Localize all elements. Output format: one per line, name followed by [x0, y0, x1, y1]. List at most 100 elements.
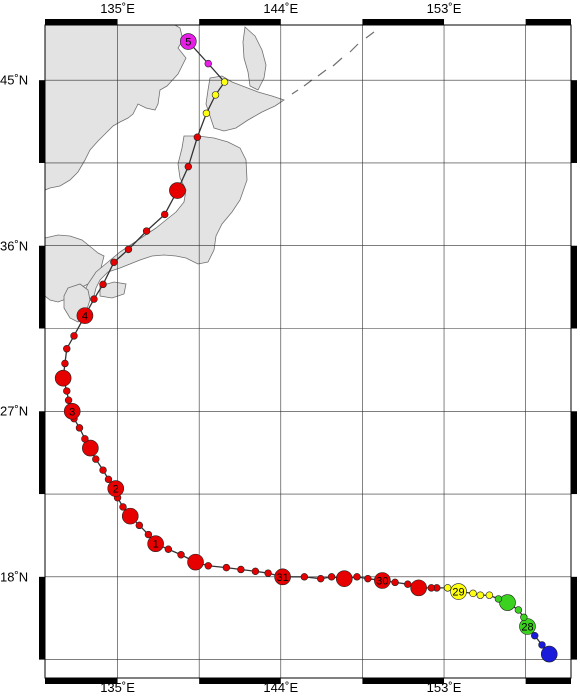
frame-border	[44, 24, 572, 679]
latitude-label: 18˚N	[0, 569, 29, 585]
sakhalin-land	[242, 26, 267, 91]
honshu-land	[81, 135, 248, 303]
track-point	[110, 258, 118, 266]
track-point	[211, 91, 220, 99]
track-point-day-29	[450, 583, 467, 600]
track-point	[54, 369, 72, 387]
track-point-day-5	[179, 33, 197, 50]
frame-bar-top	[362, 19, 445, 25]
typhoon-track-points: 28 29 30 31 1 2 3 4 5	[54, 33, 558, 663]
track-point	[494, 595, 503, 603]
track-point	[520, 613, 528, 621]
track-day-label: 28	[521, 621, 533, 633]
latitude-label: 45˚N	[0, 72, 29, 88]
track-point	[81, 435, 89, 443]
track-point	[70, 332, 78, 340]
frame-bar-left	[39, 245, 45, 329]
latitude-label: 27˚N	[0, 403, 29, 419]
track-point	[364, 574, 372, 583]
track-day-label: 3	[69, 406, 75, 418]
track-point	[540, 645, 558, 663]
frame-bar-bottom	[199, 678, 281, 684]
track-point	[222, 563, 231, 572]
longitude-label-bottom: 144˚E	[263, 680, 299, 695]
frame-bar-bottom	[525, 678, 571, 684]
track-point	[264, 569, 272, 577]
track-point	[410, 579, 427, 597]
track-point	[124, 245, 133, 254]
track-point	[514, 606, 523, 614]
track-point	[327, 573, 336, 581]
frame-bar-top	[45, 19, 118, 25]
track-point	[335, 570, 353, 587]
longitude-label-bottom: 153˚E	[426, 680, 462, 695]
frame-bar-top	[525, 19, 571, 25]
track-point-day-31	[274, 568, 291, 586]
track-day-label: 1	[153, 539, 159, 551]
track-day-label: 2	[113, 484, 119, 496]
track-point	[177, 551, 185, 559]
track-day-label: 5	[185, 37, 191, 49]
track-point	[99, 466, 107, 474]
track-point	[144, 530, 153, 539]
track-point	[121, 507, 139, 525]
track-point-day-3	[63, 402, 81, 420]
track-point	[202, 109, 211, 117]
frame-bar-left	[39, 80, 45, 163]
track-point	[164, 545, 173, 553]
track-point	[169, 182, 186, 199]
track-point	[119, 503, 127, 511]
track-point	[443, 584, 452, 592]
latitude-label: 36˚N	[0, 238, 29, 254]
frame-bar-right	[571, 576, 577, 660]
track-point	[204, 59, 212, 68]
track-point	[193, 133, 202, 141]
track-point-day-1	[147, 535, 164, 553]
track-day-label: 31	[276, 572, 288, 584]
track-point	[184, 162, 192, 171]
frame-bar-left	[39, 411, 45, 495]
track-point	[485, 591, 494, 599]
kuril-islands	[291, 31, 375, 95]
track-point	[251, 567, 260, 576]
track-point	[187, 553, 204, 571]
frame-bar-right	[571, 245, 577, 329]
track-day-label: 29	[452, 587, 464, 599]
track-point	[427, 584, 436, 592]
track-point	[391, 578, 399, 587]
track-point	[538, 641, 546, 649]
frame-bar-right	[571, 80, 577, 163]
track-point	[404, 580, 412, 588]
track-point	[104, 475, 113, 484]
longitude-label-top: 153˚E	[426, 1, 462, 16]
track-point	[469, 589, 477, 598]
track-point	[204, 562, 212, 570]
track-point	[63, 387, 71, 395]
frame-bar-bottom	[362, 678, 445, 684]
asian-continent-land	[44, 24, 187, 191]
track-point	[220, 78, 229, 86]
track-point	[75, 424, 84, 432]
frame-bar-left	[39, 576, 45, 660]
track-point-day-30	[374, 572, 391, 589]
track-day-label: 4	[82, 311, 88, 323]
track-point-day-28	[519, 618, 536, 635]
track-point	[476, 591, 485, 599]
track-point-day-4	[76, 307, 94, 324]
track-point	[99, 280, 107, 289]
track-point-day-2	[107, 480, 125, 497]
track-day-label: 30	[376, 576, 388, 588]
longitude-label-top: 144˚E	[263, 1, 299, 16]
longitude-label-bottom: 135˚E	[100, 680, 135, 695]
track-point	[161, 210, 169, 219]
longitude-label-top: 135˚E	[100, 1, 135, 16]
land-layer	[44, 24, 375, 323]
track-point	[61, 359, 69, 368]
track-point	[531, 631, 539, 640]
shikoku-land	[99, 281, 127, 299]
track-point	[499, 594, 516, 611]
track-point	[63, 345, 71, 353]
frame-bar-bottom	[45, 678, 118, 684]
track-point	[353, 573, 361, 581]
